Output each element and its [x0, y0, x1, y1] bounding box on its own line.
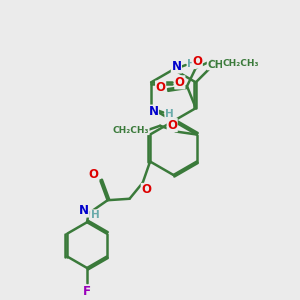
Text: O: O: [89, 168, 99, 181]
Text: F: F: [83, 285, 91, 298]
Text: N: N: [171, 60, 182, 73]
Text: O: O: [175, 76, 185, 89]
Text: H: H: [165, 109, 174, 119]
Text: CH₂CH₃: CH₂CH₃: [222, 59, 259, 68]
Text: CH₃: CH₃: [207, 60, 228, 70]
Text: N: N: [148, 105, 158, 118]
Text: H: H: [91, 210, 99, 220]
Text: N: N: [79, 204, 89, 217]
Text: O: O: [192, 55, 202, 68]
Text: O: O: [141, 184, 151, 196]
Text: H: H: [187, 58, 196, 69]
Text: CH₂CH₃: CH₂CH₃: [112, 126, 149, 135]
Text: O: O: [167, 118, 177, 132]
Text: O: O: [156, 81, 166, 94]
